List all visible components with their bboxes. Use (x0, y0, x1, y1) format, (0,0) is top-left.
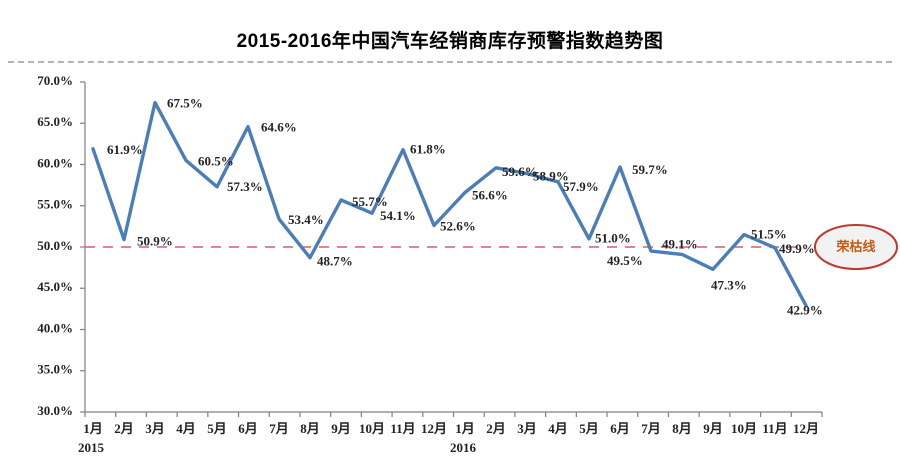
data-point-label: 56.6% (472, 188, 508, 203)
data-point-label: 48.7% (317, 254, 353, 269)
data-point-label: 52.6% (440, 219, 476, 234)
data-point-label: 42.9% (787, 303, 823, 318)
x-axis-month-label: 12月 (421, 421, 447, 436)
y-axis-tick-label: 45.0% (37, 279, 73, 294)
data-point-label: 55.7% (352, 194, 388, 209)
x-axis-month-label: 10月 (359, 421, 385, 436)
y-axis-tick-label: 40.0% (37, 320, 73, 335)
data-point-label: 58.9% (533, 169, 569, 184)
y-axis-tick-label: 65.0% (37, 114, 73, 129)
y-axis-tick-label: 30.0% (37, 403, 73, 418)
x-axis-month-label: 12月 (793, 421, 819, 436)
x-axis-month-label: 1月 (83, 421, 103, 436)
x-axis-month-label: 8月 (672, 421, 692, 436)
x-axis-year-label: 2016 (450, 440, 477, 455)
x-axis-month-label: 5月 (207, 421, 227, 436)
y-axis-tick-label: 50.0% (37, 238, 73, 253)
x-axis-month-label: 11月 (390, 421, 415, 436)
data-point-label: 59.7% (632, 162, 668, 177)
data-point-label: 64.6% (261, 120, 297, 135)
x-axis-month-label: 7月 (641, 421, 661, 436)
x-axis-month-label: 6月 (238, 421, 258, 436)
chart-title: 2015-2016年中国汽车经销商库存预警指数趋势图 (236, 31, 664, 52)
data-point-label: 57.9% (563, 179, 599, 194)
data-point-label: 54.1% (380, 208, 416, 223)
y-axis-tick-label: 35.0% (37, 362, 73, 377)
x-axis-month-label: 3月 (145, 421, 165, 436)
x-axis-month-label: 1月 (455, 421, 475, 436)
y-axis-tick-label: 70.0% (37, 73, 73, 88)
data-point-label: 60.5% (198, 153, 234, 168)
data-point-label: 49.9% (779, 241, 815, 256)
data-point-label: 49.1% (662, 236, 698, 251)
y-axis-tick-label: 55.0% (37, 197, 73, 212)
data-point-label: 67.5% (167, 96, 203, 111)
x-axis-month-label: 3月 (517, 421, 537, 436)
x-axis-month-label: 8月 (300, 421, 320, 436)
x-axis-month-label: 9月 (703, 421, 723, 436)
x-axis-month-label: 4月 (548, 421, 568, 436)
data-point-label: 59.6% (502, 164, 538, 179)
data-point-label: 61.9% (107, 142, 143, 157)
boom-bust-ellipse (814, 224, 898, 270)
data-point-label: 49.5% (607, 253, 643, 268)
x-axis-month-label: 2月 (114, 421, 134, 436)
x-axis-year-label: 2015 (78, 440, 105, 455)
data-point-label: 51.0% (595, 231, 631, 246)
index-trend-line (91, 100, 808, 308)
data-point-label: 51.5% (751, 227, 787, 242)
x-axis-month-label: 7月 (269, 421, 289, 436)
x-axis-month-label: 6月 (610, 421, 630, 436)
data-point-label: 50.9% (137, 234, 173, 249)
boom-bust-label: 荣枯线 (835, 239, 875, 254)
x-axis-month-label: 11月 (762, 421, 787, 436)
x-axis-month-label: 2月 (486, 421, 506, 436)
y-axis-tick-label: 60.0% (37, 155, 73, 170)
x-axis-month-label: 5月 (579, 421, 599, 436)
x-axis-month-label: 10月 (731, 421, 757, 436)
data-point-label: 47.3% (711, 277, 747, 292)
x-axis-month-label: 4月 (176, 421, 196, 436)
x-axis-month-label: 9月 (331, 421, 351, 436)
title-separator (8, 61, 892, 63)
data-point-label: 57.3% (227, 179, 263, 194)
data-point-label: 61.8% (410, 142, 446, 157)
data-point-label: 53.4% (288, 212, 324, 227)
